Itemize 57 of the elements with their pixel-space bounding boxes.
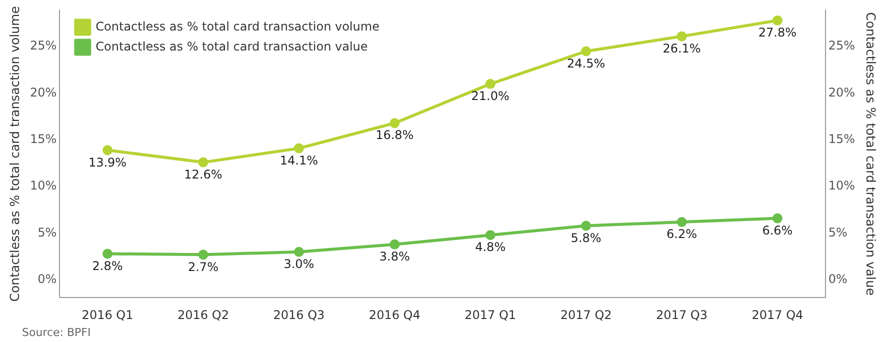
data-label: 2.7% bbox=[188, 260, 218, 274]
y2-tick-label: 10% bbox=[828, 178, 855, 193]
point bbox=[198, 250, 208, 260]
point bbox=[772, 213, 782, 224]
x-tick-label: 2016 Q1 bbox=[82, 308, 134, 322]
source-note: Source: BPFI bbox=[22, 326, 91, 339]
x-tick-label: 2017 Q4 bbox=[752, 308, 804, 322]
point bbox=[485, 78, 496, 89]
y2-tick-label: 5% bbox=[828, 225, 848, 240]
point bbox=[390, 239, 400, 250]
point bbox=[772, 15, 782, 26]
x-tick-label: 2017 Q1 bbox=[464, 308, 516, 322]
data-label: 24.5% bbox=[567, 56, 606, 70]
y2-tick-label: 0% bbox=[828, 272, 848, 286]
y-tick-label: 25% bbox=[30, 38, 57, 53]
data-label: 26.1% bbox=[662, 41, 701, 56]
y-tick-label: 5% bbox=[38, 225, 57, 240]
point bbox=[102, 248, 113, 259]
data-label: 13.9% bbox=[88, 155, 127, 170]
y-axis-title: Contactless as % total card transaction volume bbox=[6, 6, 22, 302]
data-label: 3.8% bbox=[379, 250, 410, 264]
y-tick-label: 10% bbox=[30, 178, 57, 193]
point bbox=[390, 118, 400, 128]
x-tick-label: 2016 Q2 bbox=[178, 308, 229, 322]
data-label: 3.0% bbox=[284, 257, 314, 271]
point bbox=[676, 31, 687, 42]
x-tick-label: 2016 Q4 bbox=[368, 308, 420, 322]
data-label: 27.8% bbox=[758, 26, 797, 40]
y-tick-label: 20% bbox=[30, 85, 57, 100]
point bbox=[676, 217, 687, 228]
point bbox=[294, 143, 304, 154]
data-label: 2.8% bbox=[92, 258, 123, 273]
y-tick-label: 15% bbox=[30, 132, 57, 146]
point bbox=[198, 157, 208, 168]
x-tick-label: 2017 Q2 bbox=[560, 308, 612, 322]
y2-axis-title: Contactless as % total card transaction value bbox=[863, 12, 878, 296]
point bbox=[102, 145, 113, 156]
y2-tick-label: 15% bbox=[828, 132, 855, 146]
point bbox=[485, 230, 496, 240]
data-label: 6.6% bbox=[762, 223, 793, 238]
data-label: 4.8% bbox=[475, 240, 506, 254]
point bbox=[581, 220, 592, 231]
x-tick-label: 2016 Q3 bbox=[273, 308, 325, 322]
data-label: 5.8% bbox=[570, 230, 602, 245]
data-label: 6.2% bbox=[666, 227, 698, 242]
y2-tick-label: 20% bbox=[828, 85, 855, 100]
data-label: 21.0% bbox=[471, 89, 510, 104]
point bbox=[294, 246, 304, 257]
legend-label: Contactless as % total card transaction volume bbox=[96, 19, 380, 34]
y-tick-label: 0% bbox=[38, 272, 57, 286]
data-label: 16.8% bbox=[376, 128, 414, 142]
point bbox=[581, 46, 592, 56]
legend-label: Contactless as % total card transaction value bbox=[96, 39, 368, 54]
data-label: 12.6% bbox=[184, 167, 222, 182]
y2-tick-label: 25% bbox=[828, 38, 855, 53]
data-label: 14.1% bbox=[280, 153, 318, 168]
x-tick-label: 2017 Q3 bbox=[656, 308, 708, 322]
